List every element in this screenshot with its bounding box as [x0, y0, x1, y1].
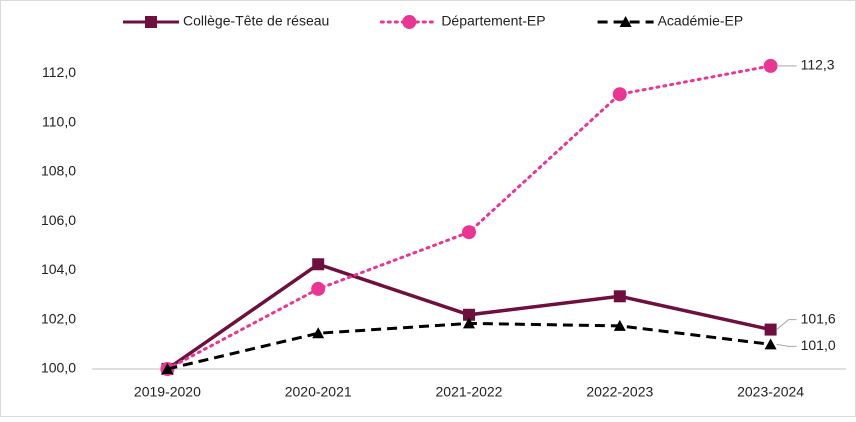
marker: [463, 317, 475, 329]
y-tick-label: 104,0: [41, 261, 76, 277]
x-tick-label: 2019-2020: [134, 384, 201, 400]
x-tick-label: 2021-2022: [436, 384, 503, 400]
legend-marker: [619, 16, 632, 27]
marker: [312, 327, 325, 339]
data-label: 112,3: [801, 57, 835, 73]
data-label: 101,6: [801, 310, 836, 326]
x-tick-label: 2023-2024: [737, 384, 804, 400]
x-tick-label: 2022-2023: [586, 384, 653, 400]
y-tick-label: 112,0: [42, 64, 76, 80]
marker: [311, 281, 326, 296]
data-label: 101,0: [801, 337, 836, 353]
legend-label: Collège-Tête de réseau: [183, 13, 329, 29]
marker: [463, 308, 475, 321]
marker: [612, 87, 627, 102]
legend-marker: [145, 16, 157, 28]
legend-label: Département-EP: [441, 13, 545, 29]
legend-label: Académie-EP: [658, 13, 744, 29]
legend-marker: [402, 15, 417, 29]
marker: [312, 258, 325, 271]
y-tick-label: 108,0: [41, 163, 76, 179]
marker: [763, 58, 778, 73]
marker: [613, 290, 626, 303]
marker: [462, 225, 476, 240]
y-tick-label: 100,0: [41, 360, 76, 376]
x-tick-label: 2020-2021: [285, 384, 352, 400]
label-leader: [776, 319, 797, 330]
y-tick-label: 110,0: [42, 113, 76, 129]
marker: [161, 363, 174, 374]
marker: [764, 323, 777, 336]
y-tick-label: 102,0: [41, 310, 76, 326]
marker: [764, 338, 777, 350]
y-tick-label: 106,0: [41, 212, 76, 228]
label-leader: [776, 343, 797, 347]
marker: [613, 319, 626, 331]
